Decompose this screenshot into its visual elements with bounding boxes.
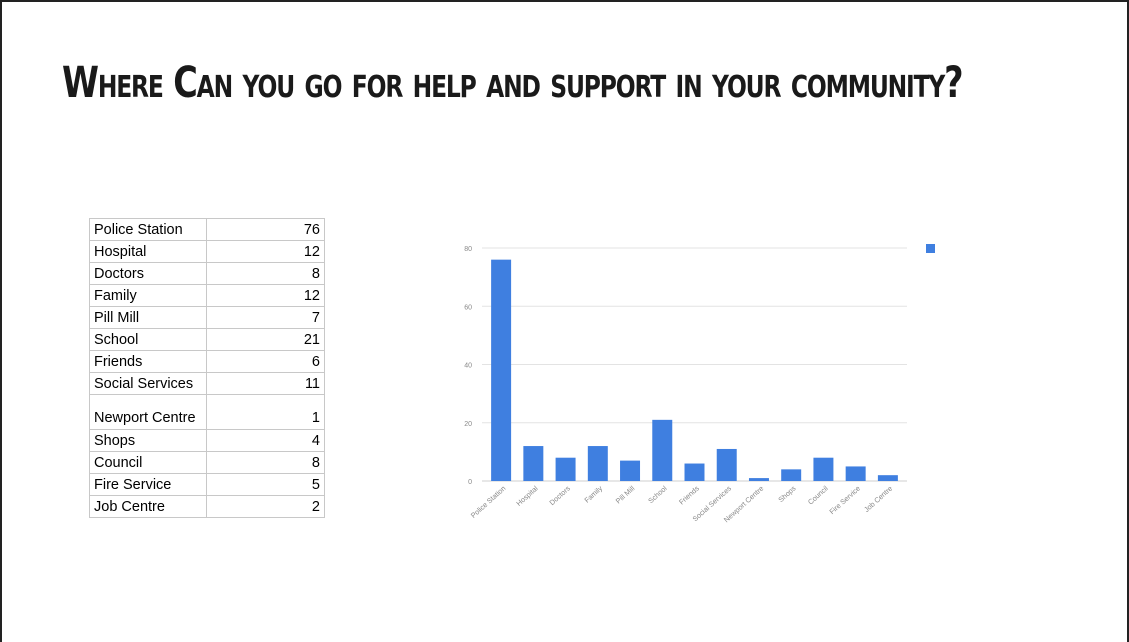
table-cell-category: Social Services	[89, 372, 207, 395]
bar	[491, 259, 512, 481]
table-cell-category: Pill Mill	[89, 306, 207, 329]
table-row: Fire Service 5	[89, 473, 325, 496]
table-row: Family 12	[89, 284, 325, 307]
slide-title: Where Can you go for help and support in…	[62, 58, 964, 108]
table-cell-value: 4	[206, 429, 325, 452]
table-cell-value: 8	[206, 451, 325, 474]
x-tick-label: Police Station	[469, 484, 508, 520]
table-cell-category: Newport Centre	[89, 394, 207, 430]
table-cell-value: 76	[206, 218, 325, 241]
y-tick-label: 60	[464, 304, 472, 311]
x-tick-label: Shops	[776, 484, 797, 505]
table-row: Friends 6	[89, 350, 325, 373]
bar	[781, 469, 802, 481]
x-tick-label: Job Centre	[862, 484, 894, 514]
table-cell-category: School	[89, 328, 207, 351]
bar	[587, 446, 608, 481]
x-tick-label: School	[646, 484, 669, 506]
x-tick-label: Doctors	[547, 484, 572, 508]
table-cell-value: 6	[206, 350, 325, 373]
x-tick-label: Fire Service	[827, 484, 862, 516]
table-row: Newport Centre 1	[89, 394, 325, 430]
table-cell-value: 21	[206, 328, 325, 351]
table-row: Hospital 12	[89, 240, 325, 263]
table-cell-category: Council	[89, 451, 207, 474]
bar	[652, 419, 673, 481]
table-cell-category: Shops	[89, 429, 207, 452]
bar-chart: 0 20 40 60 80 Police Station Hospital Doctors Fa…	[425, 225, 970, 560]
bar	[813, 457, 834, 481]
bar	[523, 446, 544, 481]
table-cell-value: 7	[206, 306, 325, 329]
table-cell-category: Fire Service	[89, 473, 207, 496]
bar	[748, 478, 769, 481]
table-cell-category: Doctors	[89, 262, 207, 285]
table-row: Doctors 8	[89, 262, 325, 285]
table-cell-value: 5	[206, 473, 325, 496]
table-cell-value: 1	[206, 394, 325, 430]
table-cell-value: 11	[206, 372, 325, 395]
table-cell-category: Hospital	[89, 240, 207, 263]
bar	[684, 463, 705, 481]
table-cell-category: Job Centre	[89, 495, 207, 518]
table-row: Pill Mill 7	[89, 306, 325, 329]
table-row: Shops 4	[89, 429, 325, 452]
table-row: Council 8	[89, 451, 325, 474]
data-table: Police Station 76 Hospital 12 Doctors 8 Fam…	[89, 218, 325, 518]
table-row: Social Services 11	[89, 372, 325, 395]
bar	[845, 466, 866, 481]
table-row: Police Station 76	[89, 218, 325, 241]
y-tick-label: 40	[464, 363, 472, 370]
table-cell-category: Family	[89, 284, 207, 307]
bar	[555, 457, 576, 481]
bar	[877, 475, 898, 481]
y-tick-label: 20	[464, 421, 472, 428]
table-cell-category: Police Station	[89, 218, 207, 241]
x-tick-label: Pill Mill	[614, 484, 637, 506]
bar	[620, 460, 641, 481]
table-row: Job Centre 2	[89, 495, 325, 518]
table-cell-value: 12	[206, 284, 325, 307]
x-tick-label: Hospital	[514, 484, 540, 508]
legend-swatch	[926, 244, 935, 253]
chart-svg: 0 20 40 60 80 Police Station Hospital Doctors Fa…	[464, 244, 935, 524]
table-cell-category: Friends	[89, 350, 207, 373]
y-tick-label: 80	[464, 246, 472, 253]
table-row: School 21	[89, 328, 325, 351]
table-cell-value: 2	[206, 495, 325, 518]
table-cell-value: 12	[206, 240, 325, 263]
y-tick-label: 0	[468, 479, 472, 486]
x-tick-label: Friends	[677, 484, 701, 507]
x-tick-label: Council	[806, 484, 830, 507]
bar	[716, 448, 737, 481]
table-cell-value: 8	[206, 262, 325, 285]
x-tick-label: Family	[582, 484, 604, 505]
